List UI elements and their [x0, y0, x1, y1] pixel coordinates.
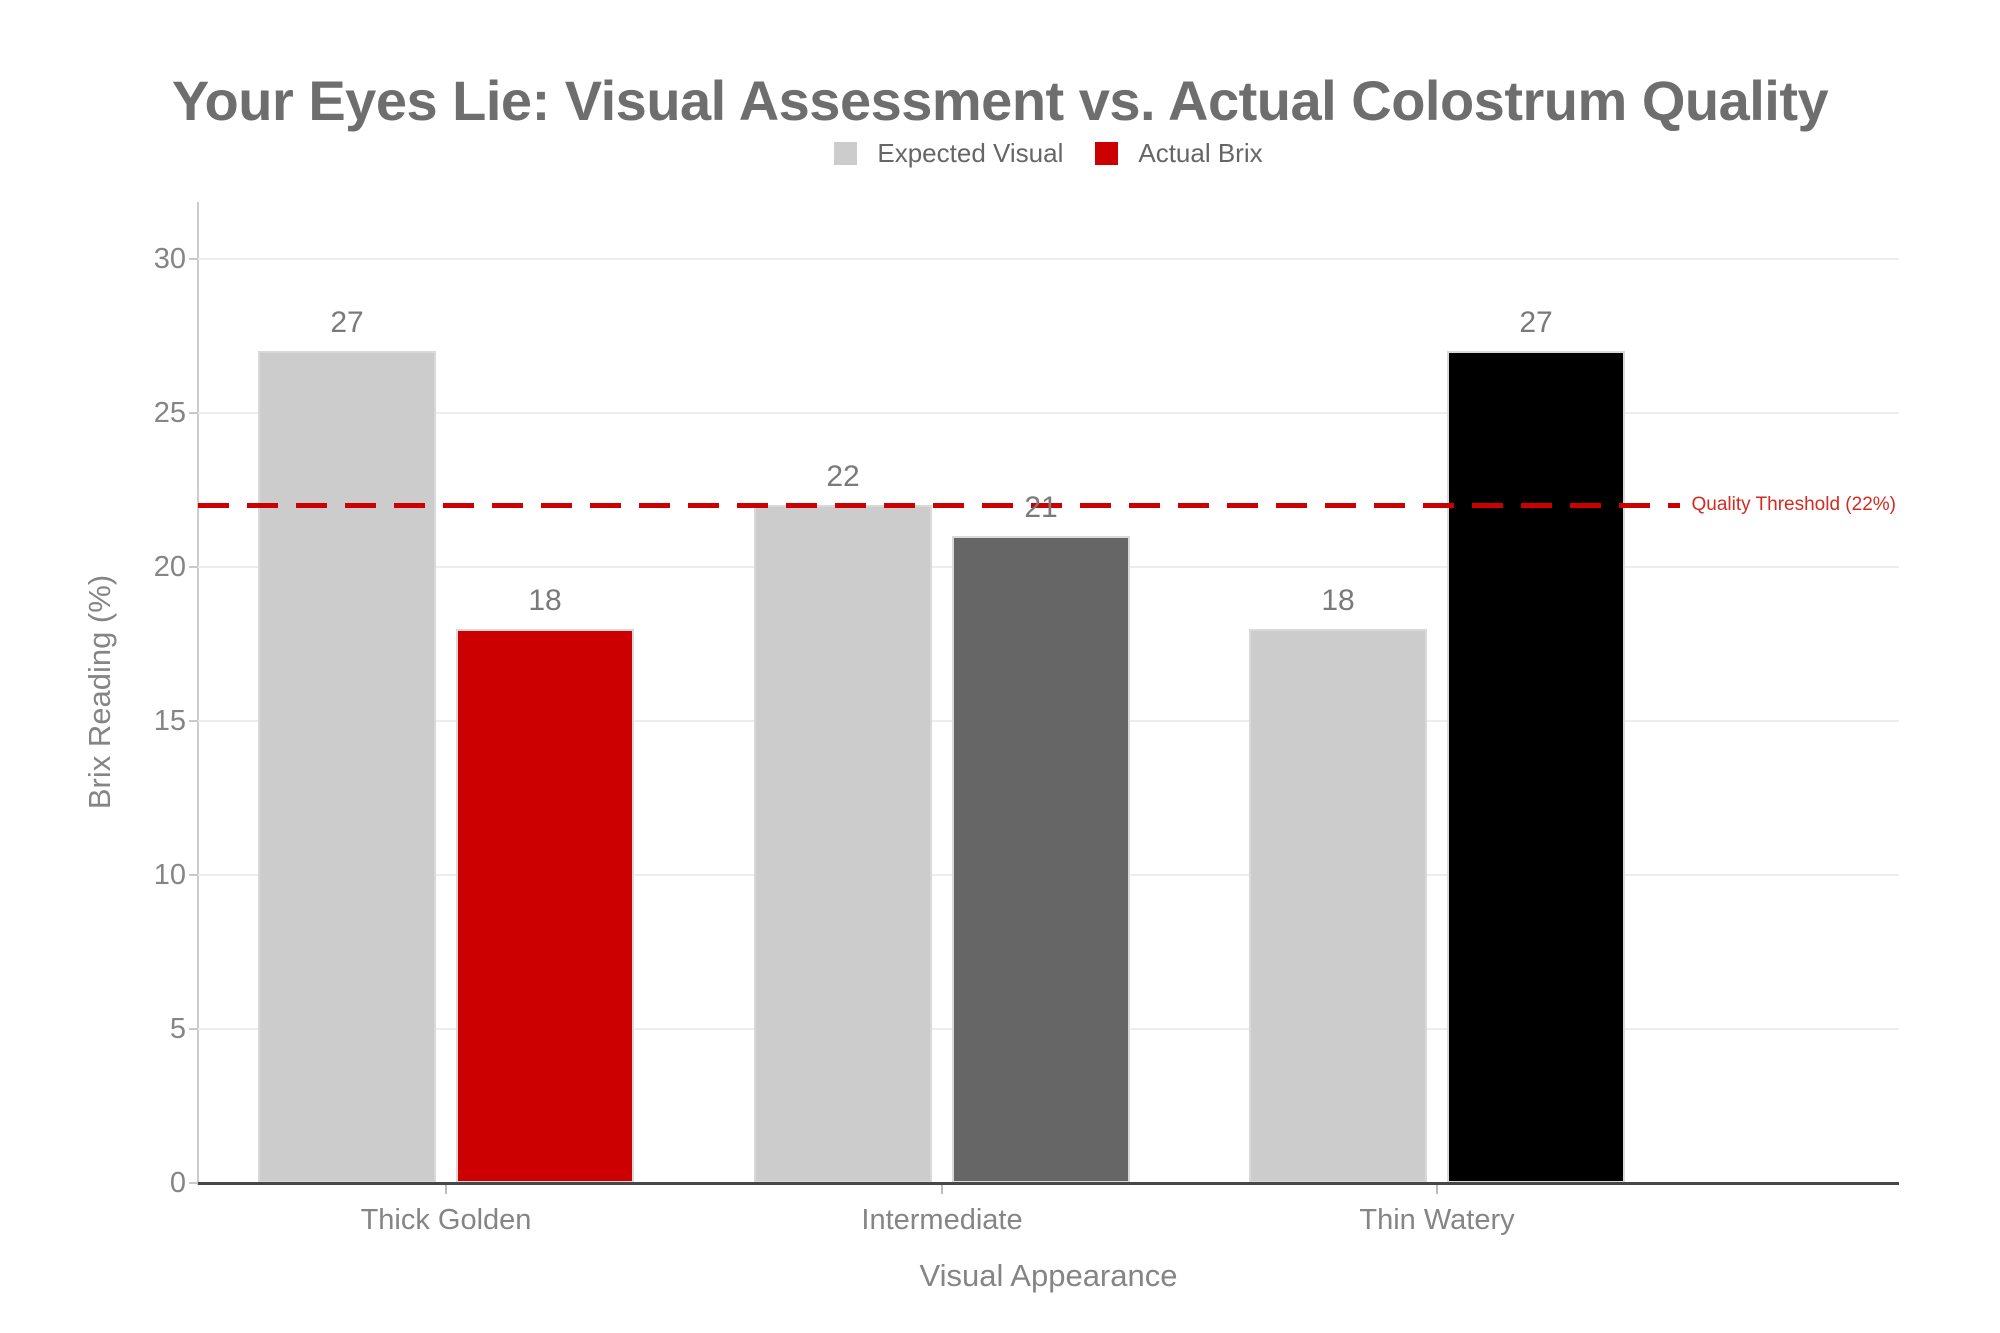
bar-expected-visual-thin-watery: [1249, 628, 1427, 1183]
y-tick-label: 10: [153, 859, 186, 891]
threshold-label: Quality Threshold (22%): [1691, 494, 1896, 516]
y-tick-label: 15: [153, 705, 186, 737]
x-tick-mark: [445, 1185, 447, 1194]
y-tick-mark: [189, 258, 198, 260]
chart-title: Your Eyes Lie: Visual Assessment vs. Act…: [171, 69, 1829, 132]
bar-value-label: 18: [528, 583, 562, 617]
legend-item-expected-visual: Expected Visual: [834, 138, 1063, 169]
legend-swatch-expected-visual: [834, 141, 858, 165]
y-tick-label: 5: [169, 1013, 186, 1045]
bar-actual-brix-intermediate: [952, 536, 1130, 1183]
gridline: [198, 412, 1899, 414]
gridline: [198, 258, 1899, 260]
legend-label: Expected Visual: [877, 137, 1064, 168]
bar-value-label: 27: [1519, 306, 1553, 340]
threshold-line: [198, 503, 1680, 509]
y-tick-label: 30: [153, 243, 186, 275]
bar-expected-visual-intermediate: [754, 505, 932, 1183]
x-tick-mark: [941, 1185, 943, 1194]
x-category-label-thick-golden: Thick Golden: [360, 1204, 532, 1236]
x-tick-mark: [1436, 1185, 1438, 1194]
y-tick-mark: [189, 1028, 198, 1030]
y-tick-label: 0: [169, 1167, 186, 1199]
legend-label: Actual Brix: [1138, 137, 1263, 168]
x-axis-line: [198, 1182, 1899, 1185]
y-axis-line: [197, 202, 199, 1185]
bar-value-label: 21: [1024, 491, 1058, 525]
bar-value-label: 18: [1321, 583, 1355, 617]
y-tick-mark: [189, 412, 198, 414]
y-tick-mark: [189, 720, 198, 722]
y-tick-mark: [189, 874, 198, 876]
bar-actual-brix-thin-watery: [1447, 351, 1625, 1183]
x-axis-title: Visual Appearance: [919, 1258, 1178, 1293]
bar-value-label: 27: [330, 306, 364, 340]
y-tick-label: 25: [153, 397, 186, 429]
bar-value-label: 22: [826, 460, 860, 494]
x-category-label-thin-watery: Thin Watery: [1359, 1204, 1515, 1236]
bar-expected-visual-thick-golden: [258, 351, 436, 1183]
legend: Expected Visual Actual Brix: [198, 136, 1899, 170]
x-category-label-intermediate: Intermediate: [861, 1204, 1023, 1236]
y-tick-mark: [189, 1182, 198, 1184]
y-tick-label: 20: [153, 551, 186, 583]
y-tick-mark: [189, 566, 198, 568]
legend-swatch-actual-brix: [1095, 141, 1119, 165]
bar-actual-brix-thick-golden: [456, 628, 634, 1183]
legend-item-actual-brix: Actual Brix: [1095, 137, 1263, 169]
